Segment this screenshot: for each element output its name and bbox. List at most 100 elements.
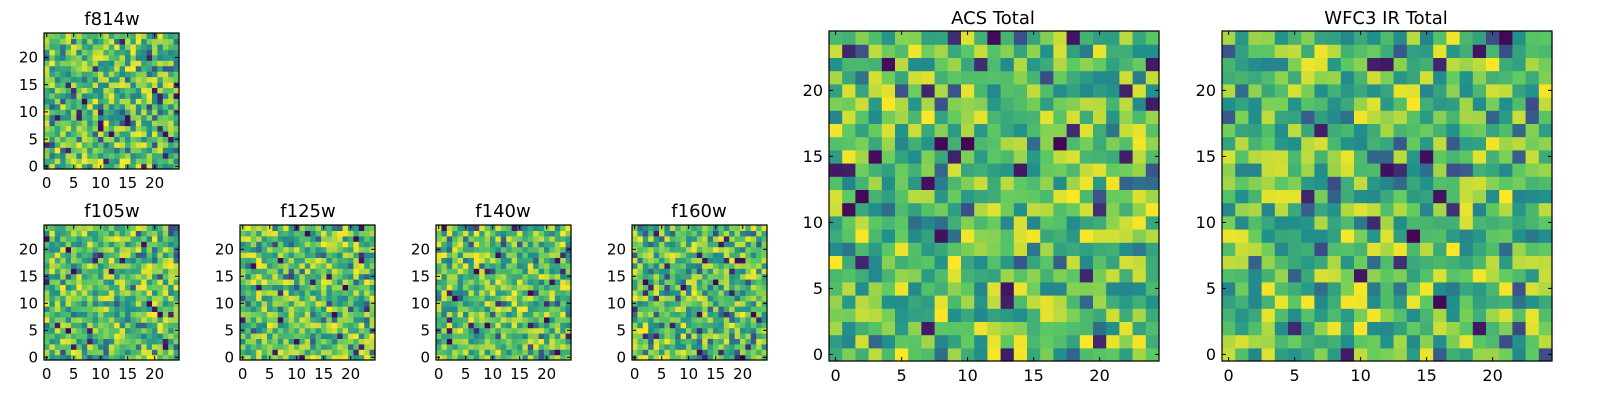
heatmap-cell xyxy=(146,33,153,40)
heatmap-cell xyxy=(157,87,164,94)
heatmap-cell xyxy=(1433,44,1447,58)
heatmap-cell xyxy=(560,343,567,350)
heatmap-cell xyxy=(522,289,529,296)
heatmap-cell xyxy=(468,252,475,258)
heatmap-cell xyxy=(369,257,376,264)
heatmap-cell xyxy=(114,54,121,61)
heatmap-cell xyxy=(1340,229,1355,243)
heatmap-cell xyxy=(141,289,148,296)
heatmap-cell xyxy=(452,306,459,312)
heatmap-cell xyxy=(560,338,567,345)
heatmap-cell xyxy=(1433,136,1447,151)
x-tick-label: 0 xyxy=(831,366,841,385)
heatmap-cell xyxy=(473,300,480,307)
heatmap-cell xyxy=(108,225,115,231)
heatmap-cell xyxy=(1420,215,1434,230)
heatmap-cell xyxy=(1525,189,1540,204)
heatmap-cell xyxy=(1288,189,1302,204)
heatmap-cell xyxy=(1013,123,1028,138)
heatmap-cell xyxy=(81,60,88,67)
heatmap-cell xyxy=(560,289,567,296)
heatmap-cell xyxy=(315,322,322,329)
heatmap-cell xyxy=(675,354,682,361)
heatmap-cell xyxy=(1472,176,1487,190)
heatmap-cell xyxy=(49,333,56,339)
heatmap-cell xyxy=(642,252,649,258)
heatmap-cell xyxy=(1459,136,1474,151)
heatmap-cell xyxy=(1433,57,1447,72)
heatmap-cell xyxy=(130,109,137,116)
heatmap-cell xyxy=(473,338,480,345)
heatmap-cell xyxy=(146,343,153,350)
heatmap-cell xyxy=(168,33,175,40)
heatmap-cell xyxy=(895,229,909,243)
heatmap-cell xyxy=(98,136,104,143)
heatmap-cell xyxy=(729,343,736,350)
heatmap-cell xyxy=(947,189,962,204)
heatmap-cell xyxy=(245,338,252,345)
heatmap-cell xyxy=(479,289,486,296)
heatmap-cell xyxy=(364,235,371,242)
heatmap-cell xyxy=(669,300,676,307)
heatmap-cell xyxy=(369,306,376,312)
heatmap-cell xyxy=(691,225,698,231)
heatmap-cell xyxy=(1027,57,1041,72)
heatmap-cell xyxy=(130,71,137,78)
heatmap-cell xyxy=(1106,347,1120,362)
heatmap-cell xyxy=(549,289,556,296)
heatmap-cell xyxy=(1288,242,1302,256)
heatmap-cell xyxy=(648,284,655,291)
heatmap-cell xyxy=(1512,255,1527,270)
heatmap-cell xyxy=(92,262,99,269)
heatmap-cell xyxy=(1145,334,1160,349)
heatmap-cell xyxy=(1459,44,1474,58)
heatmap-cell xyxy=(947,202,962,217)
heatmap-cell xyxy=(103,295,110,302)
heatmap-cell xyxy=(119,33,126,40)
heatmap-cell xyxy=(446,333,453,339)
heatmap-cell xyxy=(76,38,83,45)
heatmap-cell xyxy=(713,262,719,269)
heatmap-cell xyxy=(1106,83,1120,98)
heatmap-cell xyxy=(554,311,561,318)
heatmap-cell xyxy=(446,316,453,323)
heatmap-cell xyxy=(686,343,692,350)
heatmap-cell xyxy=(1446,149,1461,164)
heatmap-cell xyxy=(1274,347,1289,362)
heatmap-cell xyxy=(54,257,61,264)
heatmap-cell xyxy=(277,322,284,329)
heatmap-cell xyxy=(452,268,459,275)
heatmap-cell xyxy=(1261,136,1276,151)
heatmap-cell xyxy=(1525,295,1540,309)
heatmap-cell xyxy=(1446,44,1461,58)
heatmap-cell xyxy=(272,316,279,323)
heatmap-cell xyxy=(364,349,371,356)
heatmap-cell xyxy=(707,241,714,248)
heatmap-cell xyxy=(1027,321,1041,336)
heatmap-cell xyxy=(1000,83,1015,98)
heatmap-cell xyxy=(1499,189,1513,204)
heatmap-cell xyxy=(1446,136,1461,151)
heatmap-cell xyxy=(446,322,453,329)
heatmap-cell xyxy=(103,284,110,291)
heatmap-cell xyxy=(881,347,896,362)
heatmap-cell xyxy=(135,33,142,40)
heatmap-cell xyxy=(119,284,126,291)
heatmap-cell xyxy=(87,103,94,110)
heatmap-cell xyxy=(522,273,529,280)
heatmap-cell xyxy=(549,225,556,231)
heatmap-cell xyxy=(141,38,148,45)
heatmap-cell xyxy=(108,333,115,339)
heatmap-cell xyxy=(734,252,741,258)
heatmap-cell xyxy=(294,343,300,350)
heatmap-cell xyxy=(119,125,126,132)
heatmap-cell xyxy=(1314,123,1329,138)
heatmap-cell xyxy=(1013,57,1028,72)
heatmap-cell xyxy=(60,316,67,323)
heatmap-cell xyxy=(527,295,534,302)
heatmap-cell xyxy=(130,327,137,334)
y-tick-label: 5 xyxy=(28,322,38,340)
heatmap-cell xyxy=(653,349,660,356)
heatmap-cell xyxy=(76,114,83,121)
